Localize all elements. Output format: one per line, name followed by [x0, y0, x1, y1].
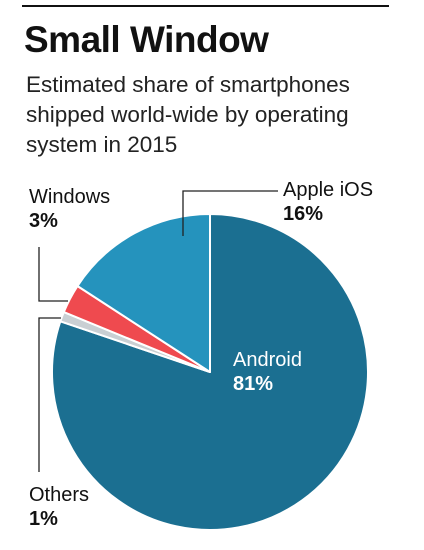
top-rule — [22, 5, 389, 7]
slice-name-others: Others — [29, 484, 90, 506]
slice-value-android: 81% — [233, 373, 274, 395]
pie-slice-apple-ios — [76, 213, 211, 373]
label-apple-ios: Apple iOS 16% — [283, 178, 373, 226]
chart-subtitle: Estimated share of smartphones shipped w… — [26, 72, 350, 157]
label-android: Android 81% — [233, 348, 302, 396]
slice-name-apple-ios: Apple iOS — [283, 179, 374, 201]
slice-value-apple-ios: 16% — [283, 203, 324, 225]
slice-name-android: Android — [233, 349, 302, 371]
leader-line-windows — [38, 247, 68, 302]
leader-line-apple-ios — [182, 190, 278, 236]
slice-name-windows: Windows — [29, 186, 111, 208]
leader-line-others — [38, 317, 61, 472]
slice-value-windows: 3% — [29, 210, 58, 232]
label-windows: Windows 3% — [29, 185, 110, 233]
label-others: Others 1% — [29, 483, 89, 531]
chart-title: Small Window — [24, 19, 269, 60]
slice-value-others: 1% — [29, 508, 58, 530]
